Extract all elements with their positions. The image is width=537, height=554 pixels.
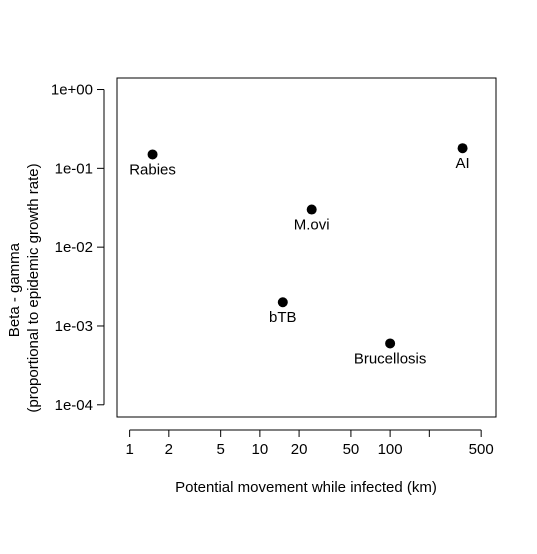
x-axis: 1 2 5 10 20 50 100 500 <box>125 429 494 458</box>
x-tick-label: 50 <box>343 441 360 458</box>
x-tick-label: 100 <box>378 441 403 458</box>
x-tick-label: 5 <box>216 441 224 458</box>
y-axis-label-line1: Beta - gamma <box>6 242 23 337</box>
y-axis-label-line2: (proportional to epidemic growth rate) <box>25 163 42 412</box>
y-axis: 1e-04 1e-03 1e-02 1e-01 1e+00 <box>51 82 105 414</box>
data-point-label: M.ovi <box>294 217 330 234</box>
x-tick-label: 1 <box>125 441 133 458</box>
data-point <box>147 149 158 160</box>
y-tick-label: 1e-04 <box>55 397 93 414</box>
y-tick-label: 1e-02 <box>55 239 93 256</box>
x-tick-label: 500 <box>469 441 494 458</box>
x-axis-label: Potential movement while infected (km) <box>175 479 437 496</box>
y-tick-label: 1e-01 <box>55 160 93 177</box>
y-tick-label: 1e+00 <box>51 82 93 99</box>
y-tick-label: 1e-03 <box>55 318 93 335</box>
data-point-label: Brucellosis <box>354 350 427 367</box>
data-point <box>385 338 396 349</box>
data-point-label: AI <box>455 155 469 172</box>
data-points: Rabies AI M.ovi bTB Brucellosis <box>129 143 470 367</box>
data-point-label: bTB <box>269 309 297 326</box>
x-tick-label: 10 <box>252 441 269 458</box>
data-point-label: Rabies <box>129 161 176 178</box>
data-point <box>277 297 288 308</box>
data-point <box>457 143 468 154</box>
x-tick-label: 20 <box>291 441 308 458</box>
x-tick-label: 2 <box>165 441 173 458</box>
plot-frame <box>116 77 497 418</box>
y-axis-label: Beta - gamma (proportional to epidemic g… <box>6 163 42 412</box>
data-point <box>306 204 317 215</box>
